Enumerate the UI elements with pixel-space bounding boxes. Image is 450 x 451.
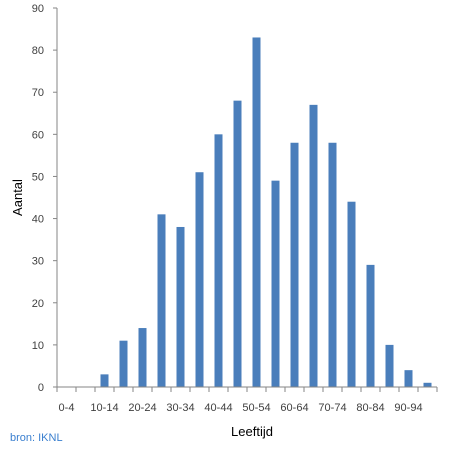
bar-15-19	[119, 340, 128, 387]
x-tick-label: 20-24	[128, 402, 156, 414]
x-tick-label: 10-14	[90, 402, 118, 414]
y-tick-label: 90	[32, 3, 44, 15]
y-tick-label: 10	[32, 340, 44, 352]
bar-55-59	[271, 180, 280, 387]
y-tick-label: 60	[32, 129, 44, 141]
x-tick-label: 80-84	[356, 402, 384, 414]
y-tick-label: 40	[32, 214, 44, 226]
bar-45-49	[233, 100, 242, 388]
bar-40-44	[214, 134, 223, 387]
y-tick-label: 50	[32, 171, 44, 183]
bar-50-54	[252, 37, 261, 387]
source-label: bron: IKNL	[10, 432, 63, 444]
y-tick-label: 80	[32, 45, 44, 57]
x-tick-label: 0-4	[59, 402, 75, 414]
bar-20-24	[138, 328, 147, 387]
x-tick-label: 60-64	[280, 402, 308, 414]
bar-25-29	[157, 214, 166, 387]
x-axis-ticks: 0-4 10-14 20-24 30-34 40-44 50-54 60-64 70-74 80…	[56, 387, 438, 414]
x-tick-label: 70-74	[318, 402, 346, 414]
bar-80-84	[366, 264, 375, 387]
bar-35-39	[195, 172, 204, 387]
y-axis-title: Aantal	[10, 179, 25, 216]
x-axis-title: Leeftijd	[231, 424, 273, 439]
bar-75-79	[347, 201, 356, 387]
bar-95+	[423, 382, 432, 387]
bar-10-14	[100, 374, 109, 387]
bar-85-89	[385, 344, 394, 387]
y-tick-label: 0	[38, 382, 44, 394]
y-tick-label: 20	[32, 298, 44, 310]
bar-60-64	[290, 142, 299, 387]
y-tick-label: 70	[32, 87, 44, 99]
bar-90-94	[404, 370, 413, 387]
bar-30-34	[176, 226, 185, 387]
bars	[100, 37, 432, 388]
x-tick-label: 50-54	[242, 402, 270, 414]
bar-70-74	[328, 142, 337, 387]
y-axis-ticks: 0 10 20 30 40 50 60 70 80 90	[32, 3, 57, 394]
bar-65-69	[309, 104, 318, 387]
x-tick-label: 90-94	[394, 402, 422, 414]
y-tick-label: 30	[32, 256, 44, 268]
x-tick-label: 40-44	[204, 402, 232, 414]
x-tick-label: 30-34	[166, 402, 194, 414]
